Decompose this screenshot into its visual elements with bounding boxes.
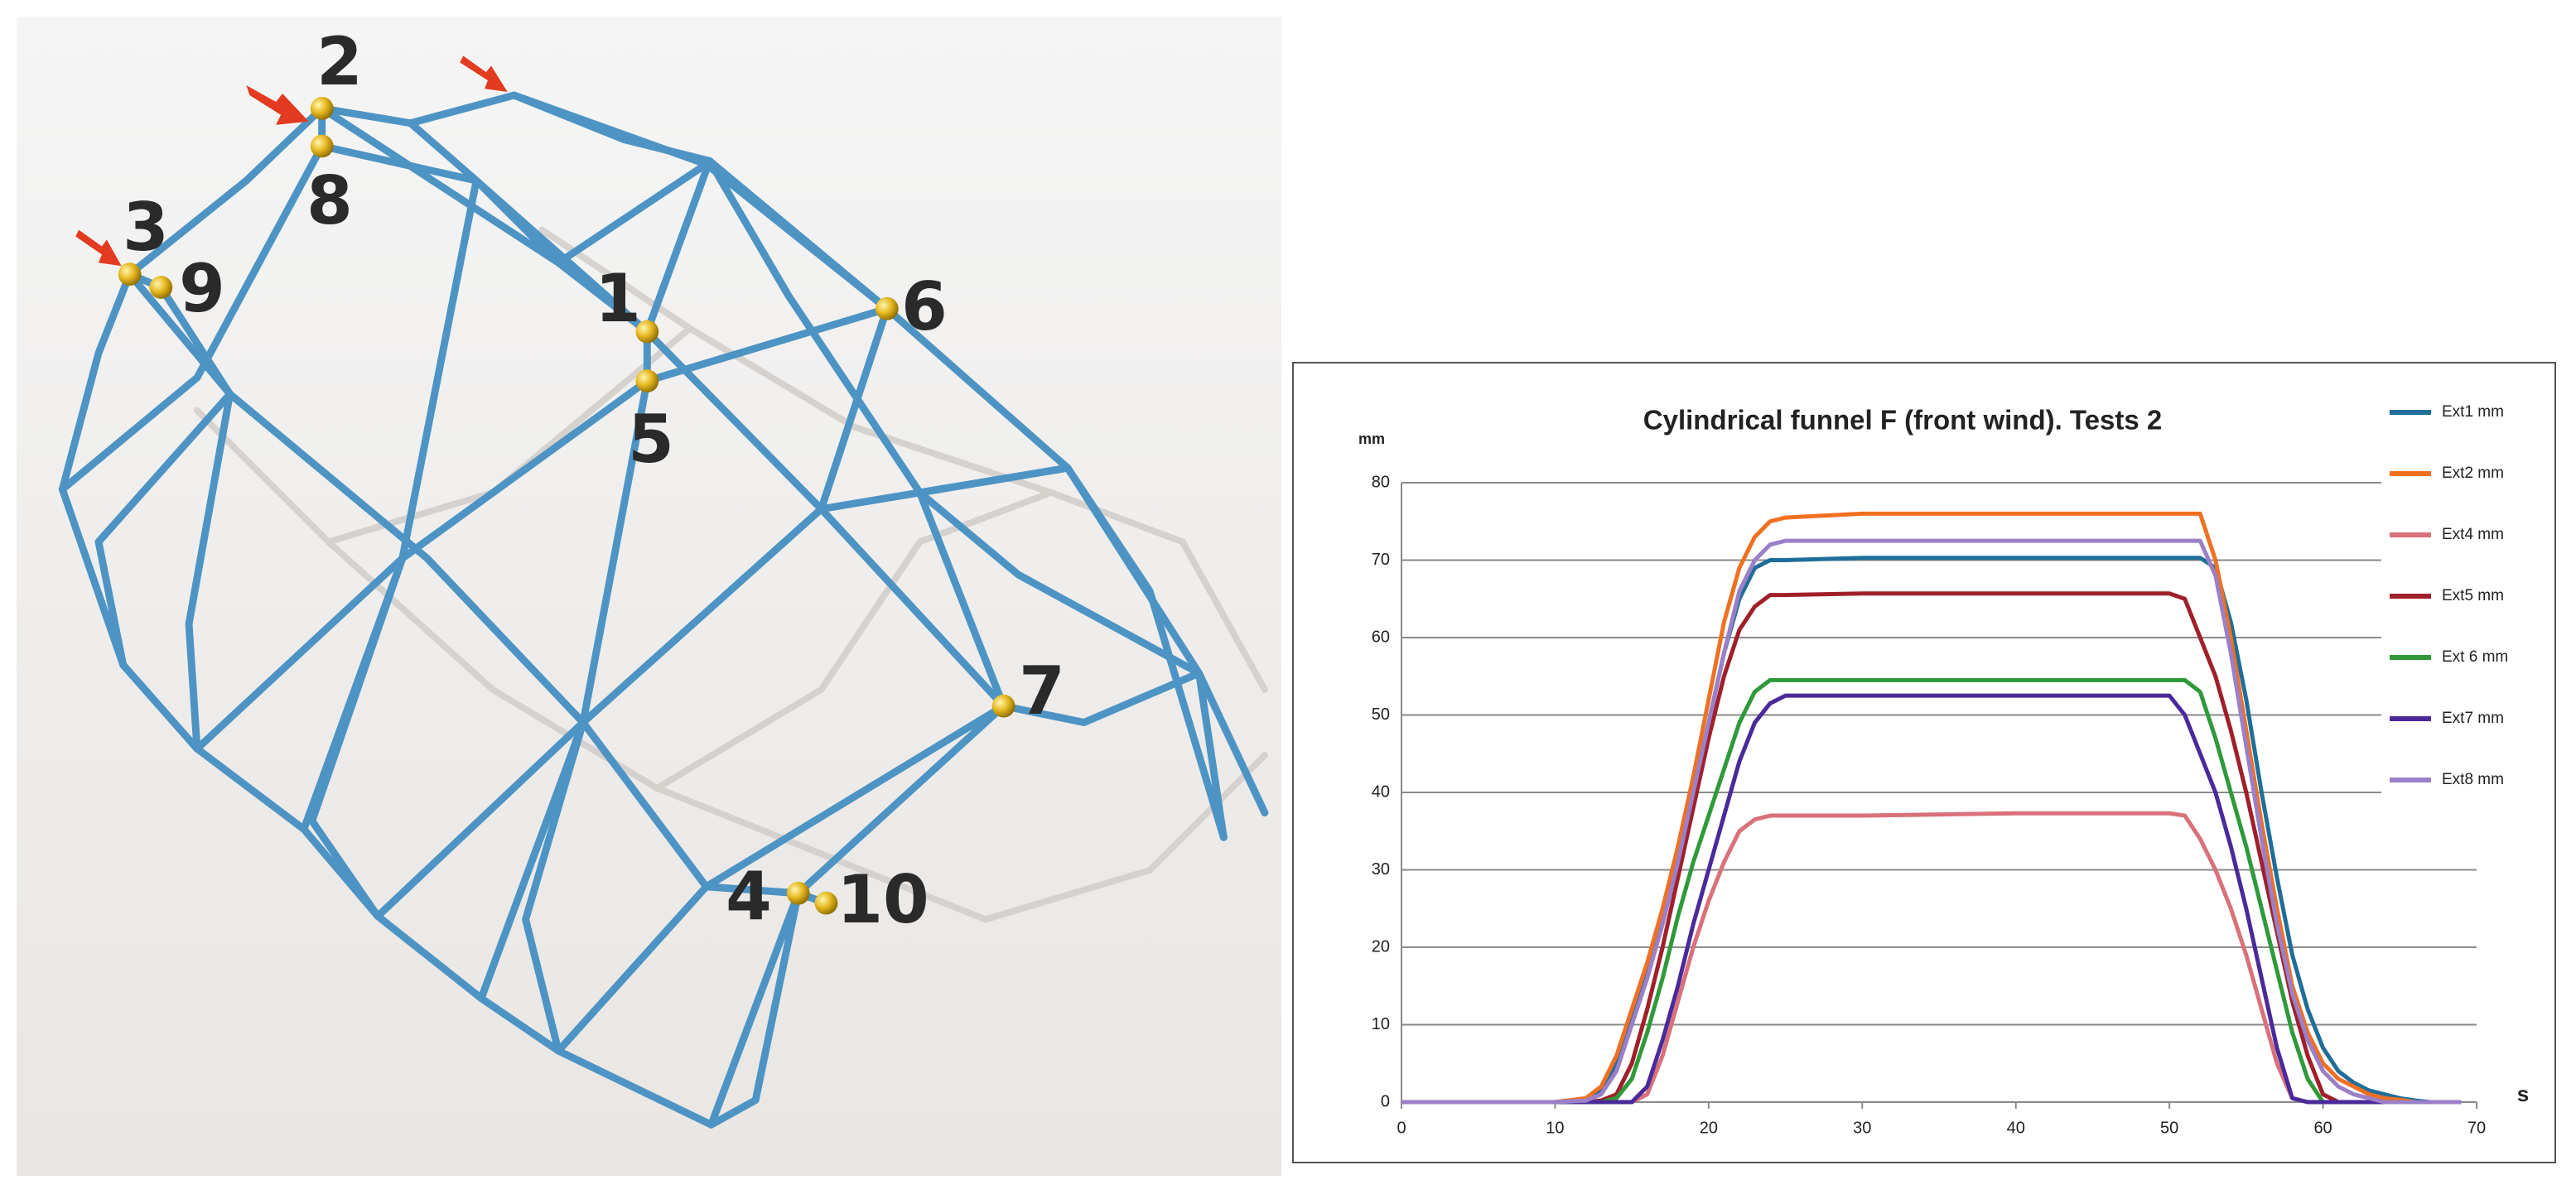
- node-labels: 2 8 3 9 1 5 6 7 4 10: [123, 23, 1065, 938]
- x-tick-label: 30: [1853, 1119, 1871, 1137]
- node-label: 7: [1019, 652, 1065, 729]
- node-label: 8: [306, 162, 353, 239]
- legend-box: [2381, 393, 2551, 816]
- x-tick-label: 70: [2467, 1119, 2486, 1137]
- legend-label: Ext4 mm: [2442, 526, 2504, 543]
- y-tick-label: 70: [1372, 551, 1390, 569]
- y-tick-label: 50: [1372, 705, 1390, 724]
- legend-label: Ext5 mm: [2442, 587, 2504, 604]
- legend-label: Ext7 mm: [2442, 710, 2504, 727]
- y-tick-label: 0: [1381, 1092, 1390, 1110]
- x-tick-label: 0: [1397, 1119, 1406, 1137]
- data-line: [1401, 693, 2462, 1105]
- node-label: 9: [179, 250, 225, 327]
- node-label: 1: [595, 260, 641, 337]
- node-label: 5: [628, 401, 674, 478]
- y-tick-label: 20: [1372, 937, 1390, 956]
- data-line: [1401, 556, 2462, 1105]
- data-line: [1401, 511, 2462, 1105]
- x-tick-label: 10: [1546, 1119, 1564, 1137]
- node-label: 6: [901, 268, 948, 345]
- legend-label: Ext1 mm: [2442, 403, 2504, 421]
- x-tick-label: 50: [2160, 1119, 2178, 1137]
- x-tick-label: 40: [2007, 1119, 2025, 1137]
- lattice-members: [58, 91, 1269, 1129]
- load-arrows: [75, 55, 508, 267]
- node-label: 2: [316, 23, 363, 100]
- legend-label: Ext2 mm: [2442, 465, 2504, 482]
- x-tick-label: 20: [1700, 1119, 1718, 1137]
- y-axis-label: mm: [1358, 431, 1385, 447]
- lattice-structure: [58, 55, 1269, 1129]
- node-label: 4: [726, 858, 772, 935]
- y-tick-label: 80: [1372, 473, 1390, 491]
- chart-frame: [1292, 362, 2556, 1163]
- render-panel: [17, 17, 1281, 1176]
- chart-title: Cylindrical funnel F (front wind). Tests…: [1643, 405, 2162, 436]
- node-label: 3: [123, 189, 169, 266]
- x-tick-label: 60: [2313, 1119, 2332, 1137]
- x-axis-label: s: [2517, 1081, 2529, 1106]
- data-line: [1401, 538, 2462, 1105]
- measure-points: [118, 96, 1015, 915]
- y-tick-label: 10: [1372, 1015, 1390, 1033]
- y-tick-label: 30: [1372, 860, 1390, 879]
- legend-label: Ext8 mm: [2442, 771, 2504, 788]
- y-tick-label: 60: [1372, 628, 1390, 646]
- y-tick-label: 40: [1372, 782, 1390, 801]
- legend-label: Ext 6 mm: [2442, 648, 2508, 666]
- node-label: 10: [837, 861, 929, 938]
